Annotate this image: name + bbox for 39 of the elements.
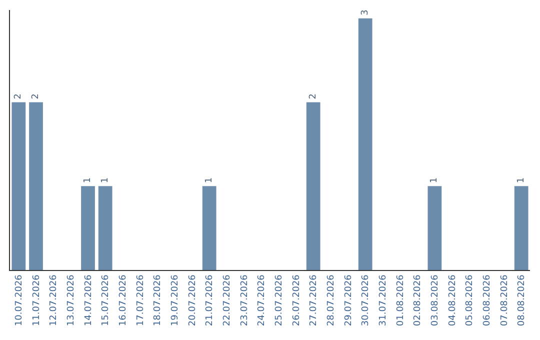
x-tick-label: 03.08.2026 <box>430 274 441 326</box>
data-label: 2 <box>31 94 41 100</box>
x-tick-label: 17.07.2026 <box>136 274 146 326</box>
x-tick-label: 30.07.2026 <box>361 274 372 326</box>
x-tick-label: 07.08.2026 <box>500 274 510 326</box>
x-tick-label: 14.07.2026 <box>84 274 94 326</box>
x-tick-label: 06.08.2026 <box>482 274 493 326</box>
x-tick-label: 13.07.2026 <box>66 274 77 326</box>
data-label: 1 <box>83 177 93 184</box>
data-label: 3 <box>360 10 370 16</box>
data-label: 2 <box>308 94 318 100</box>
x-tick-label: 22.07.2026 <box>222 274 233 326</box>
x-tick-label: 23.07.2026 <box>240 274 250 326</box>
x-tick-label: 02.08.2026 <box>413 274 424 326</box>
x-tick-label: 11.07.2026 <box>32 274 42 326</box>
x-tick-label: 01.08.2026 <box>396 274 406 326</box>
data-label: 1 <box>516 177 526 184</box>
x-tick-label: 29.07.2026 <box>344 274 354 326</box>
data-label: 1 <box>430 177 440 184</box>
data-label: 1 <box>204 177 214 184</box>
x-tick-label: 20.07.2026 <box>188 274 198 326</box>
x-tick-label: 04.08.2026 <box>448 274 458 326</box>
x-tick-label: 31.07.2026 <box>378 274 389 326</box>
x-tick-label: 16.07.2026 <box>118 274 129 326</box>
x-tick-label: 05.08.2026 <box>465 274 476 326</box>
data-label: 2 <box>14 94 24 100</box>
x-tick-label: 26.07.2026 <box>292 274 302 326</box>
x-tick-label: 21.07.2026 <box>205 274 216 326</box>
x-tick-label: 27.07.2026 <box>309 274 320 326</box>
x-tick-label: 24.07.2026 <box>257 274 268 326</box>
x-tick-label: 19.07.2026 <box>170 274 181 326</box>
x-tick-label: 12.07.2026 <box>49 274 60 326</box>
data-label: 1 <box>100 177 110 184</box>
x-tick-label: 18.07.2026 <box>153 274 164 326</box>
x-tick-label: 15.07.2026 <box>101 274 112 326</box>
x-tick-label: 25.07.2026 <box>274 274 285 326</box>
x-tick-label: 08.08.2026 <box>517 274 528 326</box>
x-tick-label: 10.07.2026 <box>14 274 25 326</box>
x-tick-label: 28.07.2026 <box>326 274 337 326</box>
